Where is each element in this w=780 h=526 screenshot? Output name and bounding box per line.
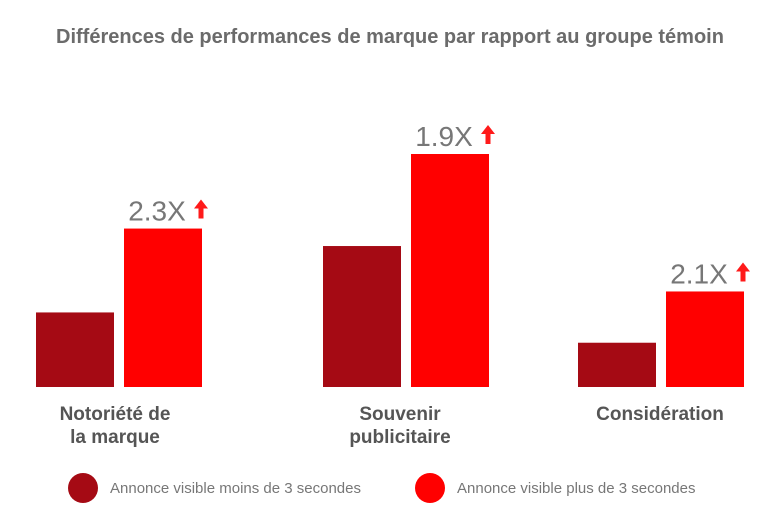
multiplier-label-0: 2.3X: [128, 196, 186, 227]
chart-title: Différences de performances de marque pa…: [56, 26, 724, 48]
legend: Annonce visible moins de 3 secondes Anno…: [0, 473, 780, 507]
arrow-up-icon: [736, 262, 750, 282]
category-label-2: Considération: [596, 404, 724, 425]
arrow-up-icon: [194, 199, 208, 219]
multiplier-label-1: 1.9X: [415, 121, 473, 152]
legend-item-low: Annonce visible moins de 3 secondes: [68, 473, 361, 503]
category-label-0: Notoriété de la marque: [59, 404, 171, 448]
legend-swatch-high: [415, 473, 445, 503]
bar-high-0: [124, 228, 202, 387]
bar-low-2: [578, 342, 656, 387]
legend-label-low: Annonce visible moins de 3 secondes: [110, 479, 361, 497]
multiplier-label-2: 2.1X: [670, 258, 728, 289]
bar-low-1: [323, 246, 401, 387]
bar-low-0: [36, 312, 114, 387]
legend-label-high: Annonce visible plus de 3 secondes: [457, 479, 696, 497]
legend-item-high: Annonce visible plus de 3 secondes: [415, 473, 696, 503]
category-label-1: Souvenir publicitaire: [349, 404, 451, 448]
bar-high-1: [411, 154, 489, 387]
arrow-up-icon: [481, 125, 495, 144]
legend-swatch-low: [68, 473, 98, 503]
bar-high-2: [666, 291, 744, 387]
